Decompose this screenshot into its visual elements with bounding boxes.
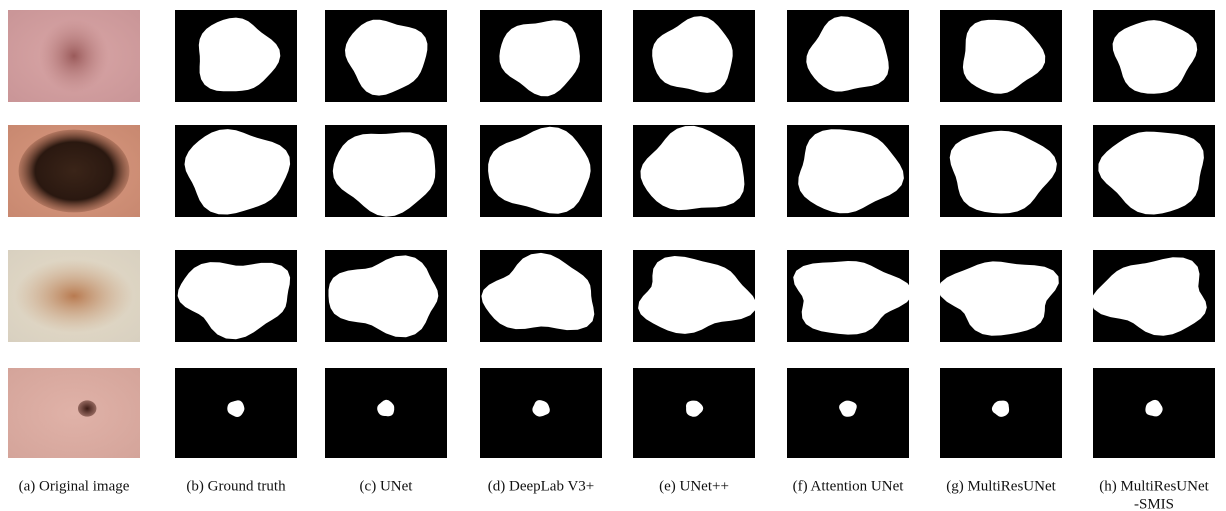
- lesion: [15, 259, 134, 333]
- figure: (a) Original image (b) Ground truth (c) UN…: [0, 0, 1226, 511]
- lesion: [39, 19, 109, 93]
- caption: (h) MultiResUNet: [1099, 478, 1209, 494]
- caption: (c) UNet: [360, 478, 414, 494]
- lesion: [19, 130, 130, 213]
- caption: (f) Attention UNet: [793, 478, 905, 494]
- caption: (d) DeepLab V3+: [488, 478, 594, 494]
- caption: (g) MultiResUNet: [946, 478, 1056, 494]
- lesion: [78, 400, 96, 416]
- caption: (b) Ground truth: [186, 478, 286, 494]
- original-image: [8, 368, 140, 458]
- caption: (e) UNet++: [659, 478, 729, 494]
- caption: -SMIS: [1134, 496, 1174, 511]
- caption: (a) Original image: [19, 478, 130, 494]
